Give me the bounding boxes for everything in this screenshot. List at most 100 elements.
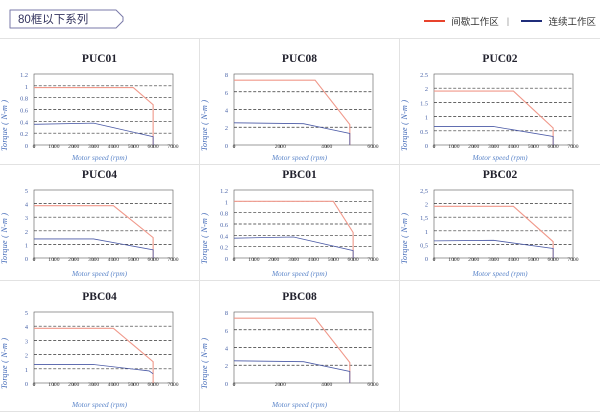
svg-text:7000: 7000 <box>367 257 378 263</box>
svg-text:1.2: 1.2 <box>20 72 28 79</box>
svg-text:1000: 1000 <box>48 382 59 388</box>
svg-text:2: 2 <box>225 126 228 133</box>
svg-text:2000: 2000 <box>68 257 79 263</box>
svg-text:0: 0 <box>433 144 436 150</box>
svg-text:1000: 1000 <box>48 144 59 150</box>
svg-text:6: 6 <box>225 90 228 97</box>
svg-text:0.5: 0.5 <box>420 129 428 136</box>
svg-text:4: 4 <box>225 108 229 115</box>
svg-text:0: 0 <box>25 256 28 263</box>
svg-text:2000: 2000 <box>468 257 479 263</box>
svg-text:0.2: 0.2 <box>20 132 28 139</box>
svg-text:0: 0 <box>425 143 428 150</box>
svg-text:1,5: 1,5 <box>420 215 428 222</box>
svg-text:4: 4 <box>25 324 29 331</box>
svg-text:2.5: 2.5 <box>420 72 428 79</box>
svg-text:6: 6 <box>225 327 228 334</box>
svg-text:1000: 1000 <box>248 257 259 263</box>
svg-text:1: 1 <box>25 366 28 373</box>
svg-text:3000: 3000 <box>88 144 99 150</box>
svg-text:0.8: 0.8 <box>20 96 28 103</box>
svg-text:5000: 5000 <box>328 257 339 263</box>
svg-text:0.2: 0.2 <box>220 244 228 251</box>
svg-text:0: 0 <box>233 144 236 150</box>
svg-text:0: 0 <box>225 381 228 388</box>
svg-text:2000: 2000 <box>68 144 79 150</box>
svg-text:3000: 3000 <box>88 257 99 263</box>
svg-text:0: 0 <box>33 257 36 263</box>
svg-text:2: 2 <box>25 228 28 235</box>
svg-text:0,5: 0,5 <box>420 242 428 249</box>
svg-text:2000: 2000 <box>275 382 286 388</box>
svg-text:4000: 4000 <box>321 144 332 150</box>
svg-text:4000: 4000 <box>308 257 319 263</box>
svg-text:1: 1 <box>25 242 28 249</box>
svg-text:6000: 6000 <box>367 144 378 150</box>
svg-text:5: 5 <box>25 310 28 317</box>
svg-text:6000: 6000 <box>548 144 559 150</box>
svg-text:3000: 3000 <box>288 257 299 263</box>
svg-text:3: 3 <box>25 215 28 222</box>
svg-text:2000: 2000 <box>68 382 79 388</box>
svg-text:5000: 5000 <box>128 257 139 263</box>
svg-text:7000: 7000 <box>567 257 578 263</box>
svg-text:4: 4 <box>25 201 29 208</box>
svg-text:2: 2 <box>225 363 228 370</box>
svg-text:2: 2 <box>425 87 428 94</box>
svg-text:0: 0 <box>225 143 228 150</box>
svg-text:5000: 5000 <box>128 144 139 150</box>
svg-text:6000: 6000 <box>548 257 559 263</box>
svg-text:6000: 6000 <box>348 257 359 263</box>
svg-text:6000: 6000 <box>367 382 378 388</box>
svg-text:1.5: 1.5 <box>420 101 428 108</box>
svg-text:6000: 6000 <box>148 257 159 263</box>
svg-text:4000: 4000 <box>508 144 519 150</box>
svg-text:7000: 7000 <box>567 144 578 150</box>
svg-text:2: 2 <box>425 201 428 208</box>
svg-text:0.6: 0.6 <box>20 108 28 115</box>
svg-text:1: 1 <box>225 199 228 206</box>
svg-text:1: 1 <box>425 228 428 235</box>
svg-text:3000: 3000 <box>488 257 499 263</box>
svg-text:4000: 4000 <box>108 382 119 388</box>
svg-text:4000: 4000 <box>321 382 332 388</box>
svg-text:2000: 2000 <box>468 144 479 150</box>
svg-text:3: 3 <box>25 338 28 345</box>
svg-text:2: 2 <box>25 352 28 359</box>
svg-text:0: 0 <box>425 256 428 263</box>
svg-text:0: 0 <box>233 257 236 263</box>
svg-text:2000: 2000 <box>275 144 286 150</box>
svg-text:0.4: 0.4 <box>20 120 29 127</box>
svg-text:1000: 1000 <box>448 144 459 150</box>
svg-text:1: 1 <box>25 84 28 91</box>
svg-text:0: 0 <box>25 143 28 150</box>
svg-text:3000: 3000 <box>488 144 499 150</box>
svg-text:8: 8 <box>225 72 228 79</box>
svg-text:0: 0 <box>33 144 36 150</box>
svg-text:0.4: 0.4 <box>220 233 229 240</box>
svg-text:4000: 4000 <box>508 257 519 263</box>
svg-text:1000: 1000 <box>48 257 59 263</box>
svg-text:3000: 3000 <box>88 382 99 388</box>
svg-text:0: 0 <box>433 257 436 263</box>
svg-text:0: 0 <box>25 381 28 388</box>
svg-text:6000: 6000 <box>148 144 159 150</box>
svg-text:4000: 4000 <box>108 144 119 150</box>
svg-text:5000: 5000 <box>128 382 139 388</box>
svg-text:7000: 7000 <box>167 257 178 263</box>
svg-text:0.8: 0.8 <box>220 210 228 217</box>
svg-text:7000: 7000 <box>167 382 178 388</box>
svg-text:2,5: 2,5 <box>420 188 428 195</box>
svg-text:5000: 5000 <box>528 144 539 150</box>
svg-text:0.6: 0.6 <box>220 222 228 229</box>
svg-text:0: 0 <box>225 256 228 263</box>
svg-text:4000: 4000 <box>108 257 119 263</box>
svg-text:2000: 2000 <box>268 257 279 263</box>
svg-text:0: 0 <box>33 382 36 388</box>
svg-text:5: 5 <box>25 188 28 195</box>
svg-text:4: 4 <box>225 345 229 352</box>
svg-text:5000: 5000 <box>528 257 539 263</box>
svg-text:80框以下系列: 80框以下系列 <box>18 12 88 26</box>
svg-text:8: 8 <box>225 310 228 317</box>
svg-text:1.2: 1.2 <box>220 188 228 195</box>
